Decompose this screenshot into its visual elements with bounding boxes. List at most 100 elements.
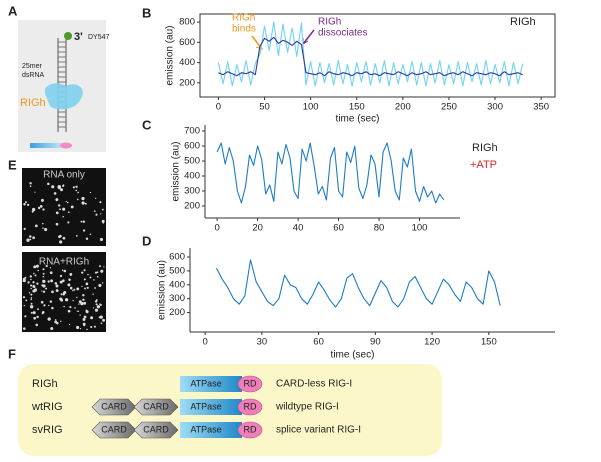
spot (51, 185, 55, 189)
x-axis-title: time (sec) (336, 114, 380, 125)
rd-domain (237, 398, 263, 416)
spot (30, 297, 33, 299)
spot (72, 289, 74, 292)
domain-label: RD (244, 424, 257, 434)
x-tick-label: 0 (216, 102, 221, 113)
spot (83, 301, 87, 305)
spot (26, 238, 30, 242)
spot (30, 293, 33, 296)
construct-description: CARD-less RIG-I (276, 379, 352, 390)
spot (76, 325, 80, 330)
spot (75, 189, 78, 192)
domain-label: CARD (101, 401, 127, 411)
spot (94, 287, 96, 289)
spot (29, 238, 32, 241)
spot (60, 293, 63, 296)
spot (37, 269, 39, 272)
domain-label: ATPase (190, 424, 221, 434)
construct-name: RIGh (32, 378, 58, 390)
spot (45, 264, 48, 268)
spot (86, 328, 88, 331)
annotation: dissociates (318, 28, 367, 39)
label: 25mer (22, 63, 43, 70)
y-axis-title: emission (au) (165, 25, 176, 85)
y-tick-label: 700 (184, 126, 200, 137)
spot (74, 307, 76, 309)
x-tick-label: 150 (349, 102, 365, 113)
trace (217, 21, 524, 87)
y-tick-label: 300 (169, 293, 185, 304)
spot (82, 293, 85, 297)
spot (34, 274, 37, 277)
spot (34, 191, 36, 193)
spot (29, 185, 32, 188)
spot (55, 222, 59, 226)
spot (100, 269, 104, 273)
y-tick-label: 500 (169, 265, 185, 276)
domain-label: CARD (101, 424, 127, 434)
spot (94, 308, 99, 312)
rd-domain (237, 421, 263, 439)
spot (34, 224, 38, 228)
spot (62, 184, 65, 187)
atpase-domain (180, 422, 242, 438)
spot (49, 300, 53, 303)
spot (83, 278, 86, 281)
spot (59, 280, 63, 284)
x-tick-label: 250 (441, 102, 457, 113)
spot (37, 308, 39, 311)
spot (42, 222, 44, 225)
spot (27, 203, 30, 206)
x-tick-label: 40 (293, 223, 304, 234)
spot (68, 278, 71, 282)
spot (32, 311, 36, 315)
spot (70, 205, 74, 209)
spot (47, 280, 50, 283)
domain-label: CARD (143, 424, 169, 434)
spot (61, 269, 64, 271)
x-axis-title: time (sec) (331, 350, 375, 361)
x-tick-label: 80 (374, 223, 385, 234)
spot (67, 221, 70, 224)
spot (100, 322, 103, 325)
spot (69, 273, 73, 276)
spot (78, 300, 82, 304)
spot (30, 302, 33, 305)
spot (95, 197, 97, 200)
x-tick-label: 30 (257, 337, 268, 348)
spot (77, 191, 79, 194)
spot (42, 227, 44, 229)
y-tick-label: 400 (184, 171, 200, 182)
spot (82, 298, 85, 301)
spot (63, 269, 67, 273)
spot (63, 290, 67, 294)
spot (101, 208, 104, 211)
protein (44, 83, 83, 110)
image-caption: RNA only (43, 170, 85, 181)
spot (76, 287, 80, 291)
spot (59, 240, 63, 244)
y-tick-label: 200 (169, 307, 185, 318)
spot (72, 186, 75, 189)
spot (96, 271, 99, 274)
spots (22, 182, 106, 331)
spot (62, 279, 65, 283)
spot (55, 198, 59, 202)
spot (79, 314, 81, 316)
spot (23, 327, 26, 330)
x-tick-label: 60 (313, 337, 324, 348)
x-tick-label: 50 (259, 102, 270, 113)
panel-label: A (8, 3, 18, 18)
spot (93, 210, 96, 213)
spot (82, 220, 86, 223)
spot (102, 222, 105, 224)
annotation: RIGh (472, 142, 498, 154)
label: dsRNA (22, 72, 45, 79)
trace (216, 259, 501, 308)
spot (85, 310, 89, 314)
spot (32, 281, 35, 284)
spot (87, 273, 89, 276)
spot (85, 282, 89, 286)
card-domain (133, 398, 179, 416)
spot (95, 213, 98, 216)
